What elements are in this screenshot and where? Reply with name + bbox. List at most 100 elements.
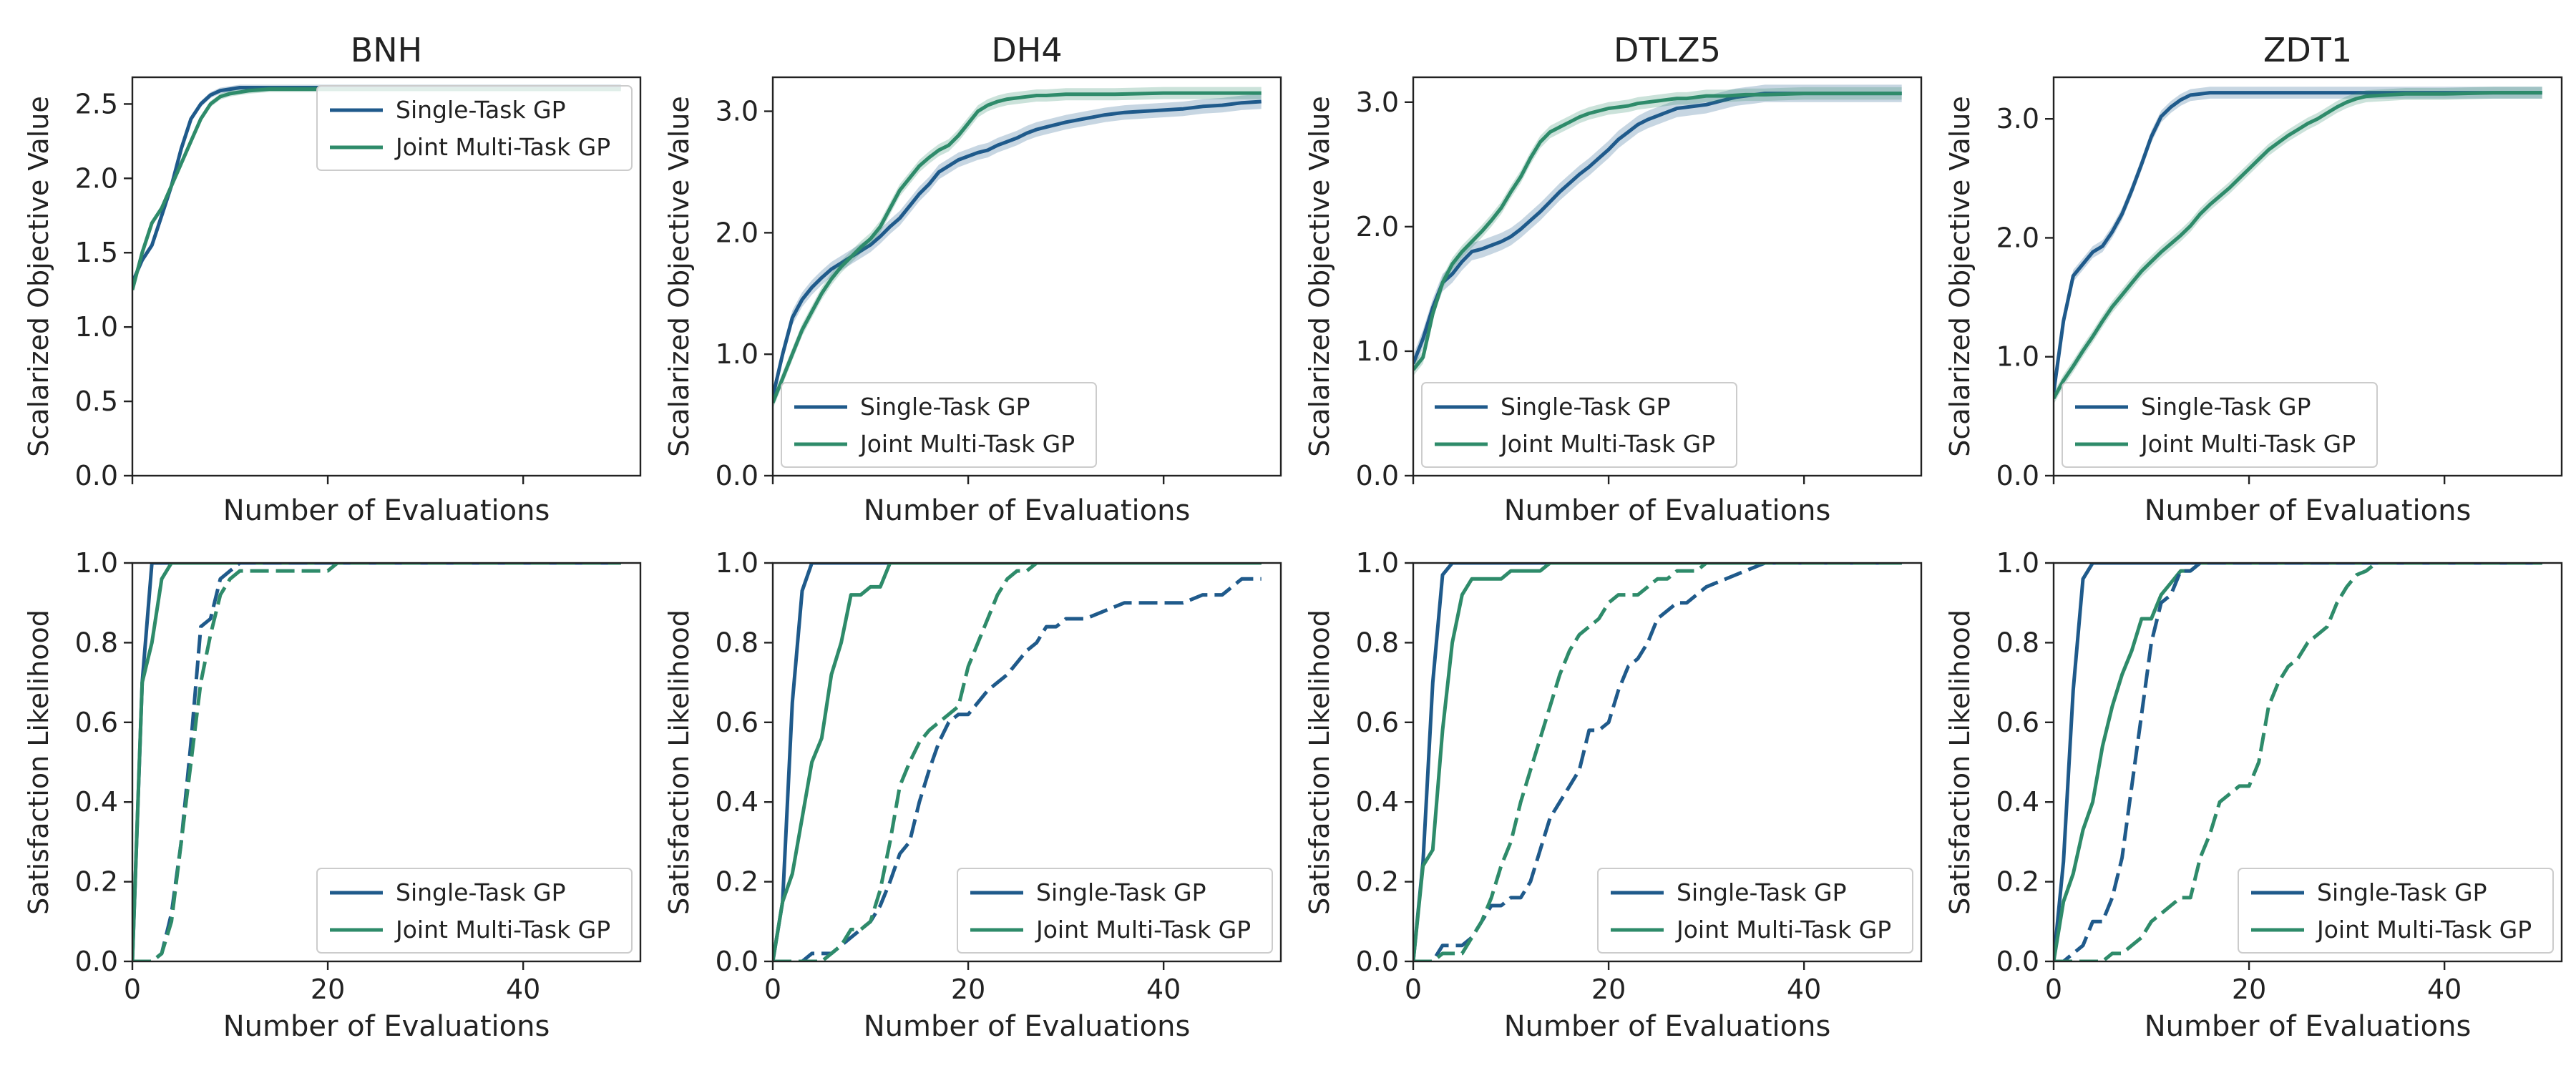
series-line-joint (1413, 563, 1902, 961)
series-line-joint (1413, 92, 1902, 371)
legend-label-joint: Joint Multi-Task GP (394, 133, 610, 161)
series-group (1413, 563, 1902, 961)
legend: Single-Task GP Joint Multi-Task GP (1597, 868, 1913, 954)
y-tick-label: 0.2 (1356, 866, 1399, 898)
confidence-band (1413, 87, 1902, 376)
x-tick-label: 0 (1405, 974, 1422, 1005)
x-tick-label: 0 (2045, 974, 2062, 1005)
series-group (773, 87, 1262, 409)
y-tick-label: 0.5 (75, 386, 118, 417)
y-axis-label: Scalarized Objective Value (1304, 96, 1335, 456)
series-line-dashed-single (773, 577, 1262, 961)
y-tick-label: 0.8 (1356, 627, 1399, 658)
series-line-single (2054, 563, 2542, 961)
y-axis-label: Scalarized Objective Value (1944, 96, 1976, 456)
x-tick-label: 20 (311, 974, 345, 1005)
y-tick-label: 0.2 (75, 866, 118, 898)
y-axis-label: Satisfaction Likelihood (1944, 609, 1976, 915)
series-line-dashed-single (1413, 563, 1902, 961)
y-tick-label: 2.0 (1996, 222, 2039, 253)
legend-frame (1597, 868, 1913, 954)
y-tick-label: 3.0 (1356, 87, 1399, 118)
y-tick-label: 0.4 (716, 786, 758, 818)
series-line-joint (2054, 91, 2542, 400)
subplot-8: 0.0 0.2 0.4 0.6 0.8 1.0 0 20 40 Number of Evaluat… (1944, 547, 2563, 1043)
legend-label-joint: Joint Multi-Task GP (1035, 916, 1251, 944)
legend-label-joint: Joint Multi-Task GP (394, 916, 610, 944)
axes-frame (2052, 76, 2563, 477)
legend-frame (316, 85, 633, 171)
y-tick-label: 1.5 (75, 237, 118, 268)
confidence-band (2054, 87, 2542, 405)
x-axis-label: Number of Evaluations (864, 494, 1191, 527)
y-tick-label: 0.0 (1356, 460, 1399, 491)
y-tick-label: 0.0 (1996, 460, 2039, 491)
y-tick-label: 0.2 (716, 866, 758, 898)
axes-frame (1412, 562, 1923, 963)
y-tick-label: 0.6 (1356, 707, 1399, 738)
y-axis-label: Scalarized Objective Value (23, 96, 54, 456)
y-tick-label: 1.0 (1356, 335, 1399, 367)
series-line-single (1413, 92, 1902, 365)
legend: Single-Task GP Joint Multi-Task GP (316, 868, 633, 954)
y-tick-label: 0.0 (1996, 946, 2039, 977)
legend: Single-Task GP Joint Multi-Task GP (316, 85, 633, 171)
x-tick-label: 40 (1787, 974, 1821, 1005)
series-line-single (773, 99, 1262, 398)
y-tick-label: 0.8 (75, 627, 118, 658)
y-tick-label: 0.0 (1356, 946, 1399, 977)
legend-frame (2062, 382, 2378, 468)
y-axis-label: Satisfaction Likelihood (23, 609, 54, 915)
x-tick-label: 0 (124, 974, 141, 1005)
series-line-dashed-joint (1413, 563, 1902, 961)
y-tick-label: 0.4 (1996, 786, 2039, 818)
x-axis-label: Number of Evaluations (2145, 1010, 2472, 1043)
y-tick-label: 2.5 (75, 88, 118, 119)
subplot-3: 0.0 1.0 2.0 3.0 DTLZ5 Number of Evaluations Sc… (1304, 31, 1923, 527)
legend-label-single: Single-Task GP (2317, 878, 2487, 906)
subplot-title: DH4 (991, 31, 1062, 69)
series-line-joint (2054, 563, 2542, 961)
series-line-joint (773, 563, 1262, 961)
y-tick-label: 0.4 (75, 786, 118, 818)
legend-frame (316, 868, 633, 954)
axes-frame (131, 76, 642, 477)
legend-label-joint: Joint Multi-Task GP (859, 430, 1075, 458)
subplot-5: 0.0 0.2 0.4 0.6 0.8 1.0 0 20 40 Number of Evaluat… (23, 547, 642, 1043)
y-axis-label: Scalarized Objective Value (663, 96, 695, 456)
y-tick-label: 3.0 (716, 96, 758, 127)
x-tick-label: 20 (1591, 974, 1626, 1005)
series-group (132, 563, 621, 961)
axes-frame (1412, 76, 1923, 477)
legend-label-single: Single-Task GP (2141, 393, 2311, 421)
legend: Single-Task GP Joint Multi-Task GP (2062, 382, 2378, 468)
legend-label-single: Single-Task GP (396, 96, 566, 124)
axes-frame (131, 562, 642, 963)
subplot-title: BNH (351, 31, 423, 69)
y-tick-label: 1.0 (1356, 547, 1399, 579)
y-tick-label: 0.0 (716, 460, 758, 491)
x-axis-label: Number of Evaluations (2145, 494, 2472, 527)
series-line-dashed-joint (132, 563, 621, 961)
y-tick-label: 3.0 (1996, 103, 2039, 134)
y-tick-label: 1.0 (1996, 341, 2039, 373)
series-group (773, 563, 1262, 961)
y-tick-label: 1.0 (716, 338, 758, 370)
y-tick-label: 0.6 (1996, 707, 2039, 738)
subplot-7: 0.0 0.2 0.4 0.6 0.8 1.0 0 20 40 Number of Evaluat… (1304, 547, 1923, 1043)
y-tick-label: 1.0 (1996, 547, 2039, 579)
x-tick-label: 0 (764, 974, 781, 1005)
legend-label-single: Single-Task GP (1677, 878, 1847, 906)
x-tick-label: 20 (951, 974, 985, 1005)
subplot-4: 0.0 1.0 2.0 3.0 ZDT1 Number of Evaluations Sca… (1944, 31, 2563, 527)
legend-label-single: Single-Task GP (1501, 393, 1671, 421)
legend-label-single: Single-Task GP (1036, 878, 1206, 906)
confidence-band (1413, 84, 1902, 373)
x-axis-label: Number of Evaluations (1504, 494, 1831, 527)
series-group (2054, 563, 2542, 961)
subplot-6: 0.0 0.2 0.4 0.6 0.8 1.0 0 20 40 Number of Evaluat… (663, 547, 1282, 1043)
y-tick-label: 0.0 (75, 946, 118, 977)
y-axis-label: Satisfaction Likelihood (663, 609, 695, 915)
legend-frame (781, 382, 1097, 468)
legend-label-joint: Joint Multi-Task GP (2316, 916, 2532, 944)
